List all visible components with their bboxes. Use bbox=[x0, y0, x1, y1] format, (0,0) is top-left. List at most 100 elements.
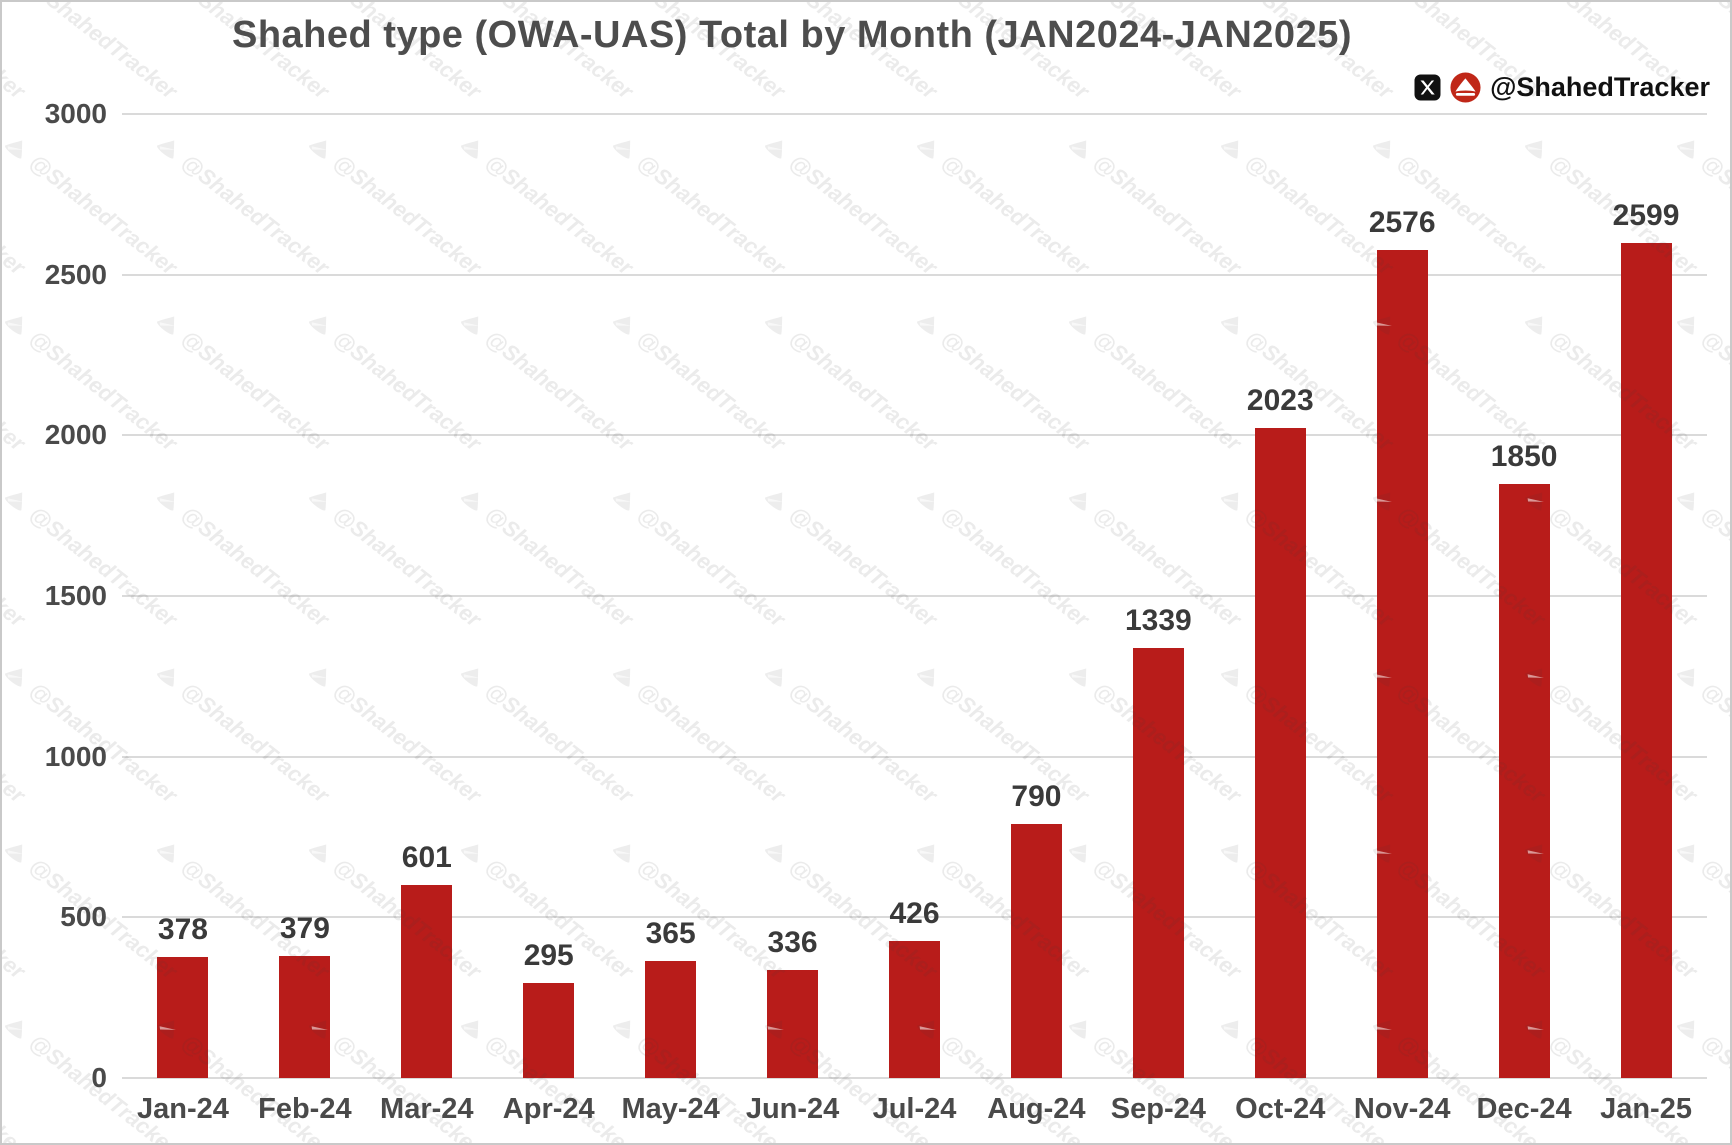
watermark: @ShahedTracker bbox=[758, 481, 942, 633]
watermark-text: @ShahedTracker bbox=[784, 325, 942, 456]
x-tick-label: Dec-24 bbox=[1476, 1093, 1572, 1125]
shahed-drone-icon bbox=[911, 834, 946, 869]
shahed-drone-icon bbox=[1063, 1010, 1098, 1045]
watermark-text: @ShahedTracker bbox=[176, 501, 334, 632]
x-tick-label: Jun-24 bbox=[745, 1093, 840, 1125]
shahed-drone-icon bbox=[1063, 482, 1098, 517]
x-tick-label: Nov-24 bbox=[1353, 1093, 1451, 1125]
y-tick-label: 1000 bbox=[44, 740, 107, 772]
shahed-drone-icon bbox=[1215, 1010, 1250, 1045]
bar bbox=[401, 884, 453, 1078]
shahed-drone-icon bbox=[1063, 658, 1098, 693]
watermark-text: @ShahedTracker bbox=[936, 501, 1094, 632]
x-tick-label: Jul-24 bbox=[872, 1093, 957, 1125]
shahed-drone-icon bbox=[759, 482, 794, 517]
watermark-text: @ShahedTracker bbox=[176, 677, 334, 808]
watermark: @ShahedTracker bbox=[910, 129, 1094, 281]
watermark: @ShahedTracker bbox=[758, 657, 942, 809]
watermark-text: @ShahedTracker bbox=[1696, 325, 1730, 456]
watermark-text: @ShahedTracker bbox=[328, 677, 486, 808]
watermark: @ShahedTracker bbox=[1670, 481, 1730, 633]
shahed-drone-icon bbox=[303, 482, 338, 517]
watermark-text: @ShahedTracker bbox=[632, 149, 790, 280]
watermark: @ShahedTracker bbox=[150, 657, 334, 809]
watermark: @ShahedTracker bbox=[454, 129, 638, 281]
shahed-drone-icon bbox=[911, 482, 946, 517]
shahed-drone-icon bbox=[759, 306, 794, 341]
shahed-drone-icon bbox=[303, 306, 338, 341]
shahed-drone-icon bbox=[607, 658, 642, 693]
watermark-text: @ShahedTracker bbox=[2, 501, 30, 632]
x-tick-label: Aug-24 bbox=[987, 1093, 1086, 1125]
y-tick-label: 1500 bbox=[44, 580, 107, 611]
watermark-text: @ShahedTracker bbox=[1088, 149, 1246, 280]
shahed-drone-icon bbox=[1671, 1010, 1706, 1045]
bar bbox=[1132, 647, 1184, 1078]
watermark-text: @ShahedTracker bbox=[328, 501, 486, 632]
shahed-drone-icon bbox=[2, 1010, 34, 1045]
shahed-drone-icon bbox=[151, 130, 186, 165]
x-tick-label: Oct-24 bbox=[1235, 1093, 1326, 1125]
watermark: @ShahedTracker bbox=[2, 657, 182, 809]
shahed-drone-icon bbox=[1215, 482, 1250, 517]
bar bbox=[523, 983, 575, 1078]
x-tick-label: Apr-24 bbox=[502, 1093, 595, 1125]
shahed-drone-icon bbox=[607, 1010, 642, 1045]
shahed-drone-icon bbox=[1671, 482, 1706, 517]
shahed-drone-icon bbox=[1215, 658, 1250, 693]
bar bbox=[1498, 483, 1550, 1078]
watermark-text: @ShahedTracker bbox=[1696, 853, 1730, 984]
shahed-drone-icon bbox=[2, 130, 34, 165]
watermark-text: @ShahedTracker bbox=[480, 149, 638, 280]
bar bbox=[1254, 427, 1306, 1078]
shahed-drone-icon bbox=[1671, 306, 1706, 341]
gridline bbox=[122, 755, 1707, 758]
gridline bbox=[122, 113, 1707, 115]
watermark-text: @ShahedTracker bbox=[480, 501, 638, 632]
x-tick-label: Jan-24 bbox=[137, 1093, 229, 1125]
watermark: @ShahedTracker bbox=[150, 129, 334, 281]
tracker-handle: @ShahedTracker bbox=[1490, 72, 1710, 102]
watermark: @ShahedTracker bbox=[606, 129, 790, 281]
gridline bbox=[122, 434, 1707, 437]
shahed-drone-icon bbox=[1063, 834, 1098, 869]
bar-value-label: 790 bbox=[1011, 780, 1062, 814]
watermark: @ShahedTracker bbox=[454, 657, 638, 809]
bar bbox=[767, 970, 819, 1078]
watermark: @ShahedTracker bbox=[758, 129, 942, 281]
shahed-drone-icon bbox=[1367, 130, 1402, 165]
watermark-text: @ShahedTracker bbox=[24, 501, 182, 632]
watermark-text: @ShahedTracker bbox=[784, 501, 942, 632]
bar bbox=[889, 941, 940, 1078]
shahed-drone-icon bbox=[1215, 306, 1250, 341]
shahed-drone-icon bbox=[2, 658, 34, 693]
gridline bbox=[122, 1077, 1707, 1079]
x-tick-label: Feb-24 bbox=[258, 1093, 352, 1125]
shahed-drone-icon bbox=[1215, 130, 1250, 165]
watermark-text: @ShahedTracker bbox=[176, 149, 334, 280]
shahed-drone-icon bbox=[151, 834, 186, 869]
shahed-drone-icon bbox=[1671, 834, 1706, 869]
watermark: @ShahedTracker bbox=[910, 481, 1094, 633]
bar bbox=[645, 960, 697, 1078]
y-tick-label: 2500 bbox=[44, 258, 107, 290]
y-tick-label: 0 bbox=[91, 1062, 107, 1093]
watermark-text: @ShahedTracker bbox=[784, 677, 942, 808]
watermark: @ShahedTracker bbox=[302, 129, 486, 281]
watermark-text: @ShahedTracker bbox=[1696, 501, 1730, 632]
watermark-text: @ShahedTracker bbox=[784, 149, 942, 280]
shahed-drone-icon bbox=[151, 482, 186, 517]
watermark-text: @ShahedTracker bbox=[176, 325, 334, 456]
shahed-drone-icon bbox=[303, 130, 338, 165]
watermark-text: @ShahedTracker bbox=[632, 325, 790, 456]
y-tick-label: 3000 bbox=[44, 98, 107, 129]
shahed-drone-icon bbox=[151, 658, 186, 693]
watermark: @ShahedTracker bbox=[606, 657, 790, 809]
bar-value-label: 365 bbox=[645, 916, 696, 950]
bar bbox=[1620, 242, 1672, 1078]
shahed-drone-icon bbox=[607, 306, 642, 341]
shahed-drone-icon bbox=[151, 306, 186, 341]
shahed-drone-icon bbox=[455, 130, 490, 165]
shahed-drone-icon bbox=[1215, 834, 1250, 869]
